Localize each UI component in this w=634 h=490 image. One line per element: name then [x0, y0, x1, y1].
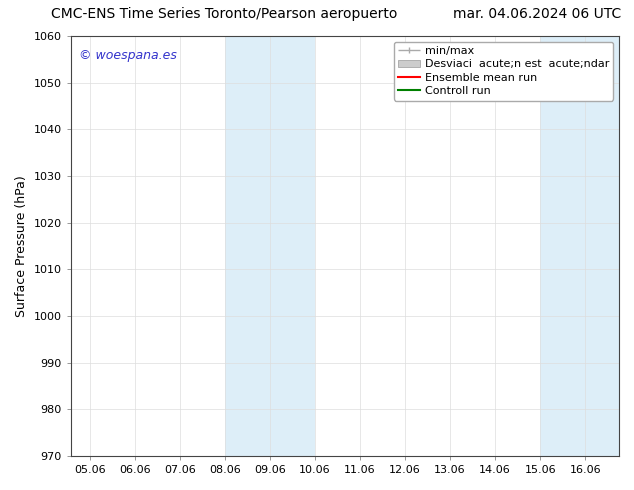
Text: mar. 04.06.2024 06 UTC: mar. 04.06.2024 06 UTC: [453, 7, 621, 22]
Y-axis label: Surface Pressure (hPa): Surface Pressure (hPa): [15, 175, 28, 317]
Text: CMC-ENS Time Series Toronto/Pearson aeropuerto: CMC-ENS Time Series Toronto/Pearson aero…: [51, 7, 397, 22]
Bar: [225, 36, 315, 456]
Legend: min/max, Desviaci  acute;n est  acute;ndar, Ensemble mean run, Controll run: min/max, Desviaci acute;n est acute;ndar…: [394, 42, 614, 100]
Text: © woespana.es: © woespana.es: [79, 49, 177, 62]
Bar: [540, 36, 619, 456]
